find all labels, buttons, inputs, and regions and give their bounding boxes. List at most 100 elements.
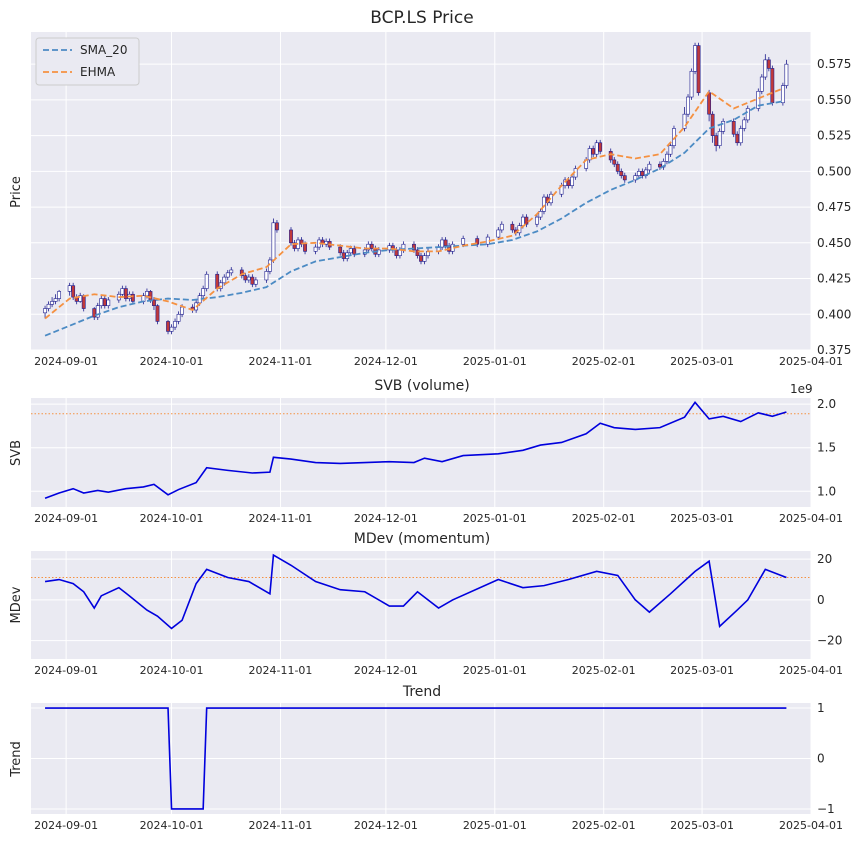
y-tick-label: 1.0 — [817, 484, 836, 498]
candle-up — [496, 229, 501, 238]
candle-down — [658, 163, 662, 168]
candle-down — [215, 273, 220, 289]
candle-up — [95, 305, 100, 318]
series-line — [44, 553, 787, 630]
candle-down — [369, 243, 374, 249]
plot-background — [31, 398, 811, 507]
x-tick-label: 2025-02-01 — [572, 664, 636, 677]
candle-up — [169, 326, 174, 332]
candle-up — [682, 113, 687, 129]
x-tick-label: 2025-03-01 — [670, 664, 734, 677]
candle-up — [180, 306, 184, 315]
candle-down — [303, 243, 307, 252]
candle-up — [689, 71, 694, 98]
candle-up — [271, 222, 276, 261]
candle-up — [204, 273, 209, 289]
panel-0: 2024-09-01 2024-10-01 2024-11-01 2024-12-01… — [31, 32, 851, 368]
candle-up — [201, 288, 206, 296]
candle-up — [499, 223, 504, 231]
x-tick-label: 2024-11-01 — [248, 819, 312, 832]
x-tick-label: 2024-11-01 — [248, 355, 312, 368]
panel-1: 2024-09-01 2024-10-01 2024-11-01 2024-12-01… — [31, 397, 843, 525]
svb-ylabel: SVB — [9, 440, 24, 466]
candle-down — [524, 216, 529, 225]
candle-down — [510, 223, 515, 231]
candle-down — [415, 249, 420, 256]
candle-down — [707, 92, 712, 115]
candle-up — [780, 85, 785, 104]
candle-up — [717, 131, 722, 146]
x-tick-label: 2024-09-01 — [34, 664, 98, 677]
candle-down — [148, 291, 153, 301]
candle-up — [253, 279, 258, 285]
candle-down — [640, 171, 645, 176]
candle-down — [696, 45, 701, 94]
candle-down — [608, 151, 613, 161]
candle-up — [763, 59, 768, 78]
candle-up — [99, 298, 104, 306]
series-line — [44, 401, 787, 500]
x-tick-label: 2024-12-01 — [354, 355, 418, 368]
y-tick-label: −1 — [817, 802, 835, 816]
candle-down — [612, 159, 617, 165]
candle-down — [475, 238, 480, 245]
x-tick-label: 2025-03-01 — [670, 819, 734, 832]
candle-up — [222, 276, 227, 284]
plot-background — [31, 32, 811, 350]
candle-up — [145, 291, 149, 296]
candle-up — [57, 291, 62, 299]
candle-up — [517, 225, 522, 234]
candle-up — [440, 239, 444, 248]
candle-down — [341, 252, 346, 259]
x-tick-label: 2025-03-01 — [670, 355, 734, 368]
candle-up — [225, 272, 230, 278]
candle-up — [647, 163, 652, 171]
y-tick-label: −20 — [817, 634, 842, 648]
candle-up — [461, 238, 466, 245]
candle-down — [622, 175, 627, 181]
x-tick-label: 2025-04-01 — [779, 664, 843, 677]
candle-down — [566, 179, 571, 186]
x-tick-label: 2024-12-01 — [354, 512, 418, 525]
candle-up — [366, 243, 371, 251]
candle-up — [46, 303, 51, 309]
mdev-ylabel: MDev — [9, 586, 24, 623]
ehma-line — [44, 87, 784, 320]
candle-down — [731, 121, 736, 135]
candle-up — [784, 63, 789, 86]
candle-down — [92, 308, 97, 318]
x-tick-label: 2024-10-01 — [140, 819, 204, 832]
candle-up — [78, 295, 83, 302]
candle-down — [243, 275, 248, 281]
candle-down — [155, 305, 160, 322]
svb-offset-label: 1e9 — [790, 382, 813, 396]
candle-down — [394, 249, 399, 256]
candle-up — [721, 121, 726, 132]
candle-down — [766, 59, 771, 69]
y-tick-label: 0.550 — [817, 93, 851, 107]
trend-ylabel: Trend — [9, 741, 24, 778]
y-tick-label: 0.425 — [817, 272, 851, 286]
candle-up — [229, 269, 234, 274]
candle-up — [742, 119, 747, 129]
candle-down — [292, 242, 297, 249]
candle-down — [735, 133, 740, 144]
y-tick-label: 1.5 — [817, 441, 836, 455]
y-tick-label: 20 — [817, 552, 832, 566]
x-tick-label: 2025-04-01 — [779, 355, 843, 368]
candle-up — [264, 271, 269, 281]
candle-down — [250, 276, 255, 285]
price-ylabel: Price — [9, 176, 24, 208]
x-tick-label: 2025-01-01 — [463, 512, 527, 525]
x-tick-label: 2024-10-01 — [140, 512, 204, 525]
price-title: BCP.LS Price — [370, 8, 473, 28]
y-tick-label: 1 — [817, 701, 825, 715]
candle-up — [313, 246, 318, 252]
candle-up — [197, 295, 202, 304]
candle-down — [710, 113, 715, 136]
x-tick-label: 2024-10-01 — [140, 355, 204, 368]
x-tick-label: 2025-02-01 — [572, 819, 636, 832]
price-legend: SMA_20 EHMA — [35, 37, 140, 86]
candle-up — [43, 308, 47, 314]
x-tick-label: 2024-09-01 — [34, 819, 98, 832]
